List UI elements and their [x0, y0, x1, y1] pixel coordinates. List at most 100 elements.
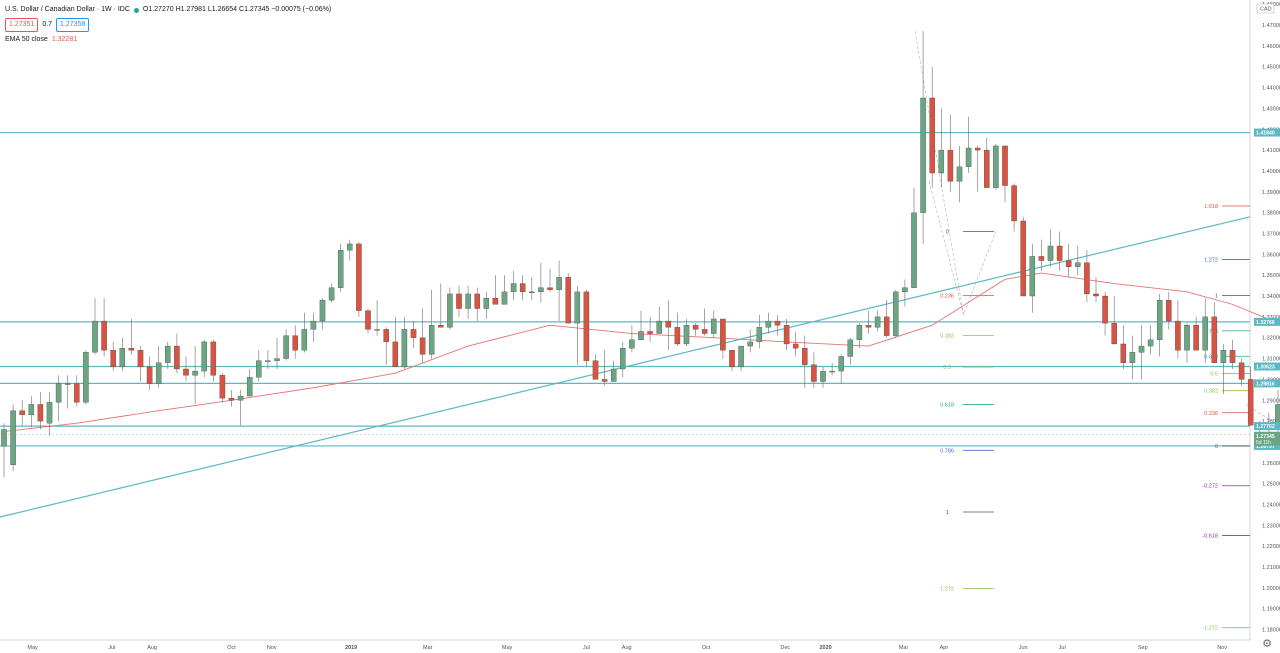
candle	[711, 310, 717, 338]
symbol-title[interactable]: U.S. Dollar / Canadian Dollar · 1W · IDC	[5, 6, 130, 13]
candle-body	[692, 325, 699, 330]
candle-body	[874, 316, 881, 328]
candle-body	[337, 250, 344, 288]
candle	[365, 308, 371, 334]
fib-level-label: 0.236	[940, 293, 954, 299]
candle-body	[301, 329, 308, 351]
candle	[146, 356, 153, 390]
candle	[28, 396, 35, 428]
candle	[483, 291, 490, 319]
candle	[738, 345, 744, 372]
candle-body	[1002, 145, 1008, 186]
candle	[10, 404, 16, 472]
candle	[683, 318, 690, 347]
candle	[1120, 325, 1127, 369]
candle	[319, 298, 326, 330]
currency-badge: CAD	[1256, 3, 1275, 14]
buy-price-button[interactable]: 1.27358	[56, 18, 90, 32]
candle-body	[1102, 295, 1108, 324]
candle-body	[228, 398, 235, 401]
candle	[64, 375, 71, 409]
legend: U.S. Dollar / Canadian Dollar · 1W · IDC…	[5, 4, 331, 48]
candle	[428, 289, 435, 359]
candle-body	[1029, 256, 1036, 297]
candle-body	[1147, 339, 1154, 347]
candle	[19, 400, 25, 426]
candle	[802, 335, 808, 388]
candle	[911, 187, 917, 288]
y-tick-label: 1.22000	[1262, 544, 1280, 550]
candle-body	[765, 320, 772, 328]
candle-body	[701, 329, 708, 334]
candle	[1084, 250, 1090, 303]
x-tick-label: Jul	[583, 645, 590, 651]
fib-level-label: 0.786	[940, 448, 954, 454]
ema-row[interactable]: EMA 50 close 1.32281	[5, 34, 331, 46]
candle	[1002, 145, 1008, 203]
x-tick-label: 2020	[819, 645, 831, 651]
candle	[583, 289, 590, 367]
fib-level-label: 0	[946, 229, 949, 235]
candle	[856, 323, 863, 349]
candle-body	[883, 316, 890, 336]
candle	[401, 316, 408, 369]
candle-body	[565, 277, 571, 324]
fib-level-label: -0.618	[1202, 534, 1218, 540]
x-tick-label: Jul	[108, 645, 115, 651]
x-tick-label: Mar	[899, 645, 909, 651]
candle-body	[146, 366, 153, 384]
candle-body	[447, 293, 453, 328]
candle-body	[665, 320, 672, 328]
fib-level-label: 0.382	[1204, 389, 1218, 395]
candle-body	[1220, 350, 1227, 363]
x-tick-label: May	[502, 645, 513, 651]
candle	[283, 329, 289, 361]
candle	[1229, 339, 1236, 369]
candle	[337, 243, 344, 292]
candle	[1220, 343, 1227, 395]
candle-body	[19, 410, 25, 416]
y-tick-label: 1.31000	[1262, 357, 1280, 363]
candle-body	[984, 149, 990, 188]
candle-body	[620, 347, 626, 370]
x-tick-label: Apr	[940, 645, 949, 651]
candle	[274, 337, 280, 369]
candle	[692, 323, 699, 336]
fib-level-label: 0.786	[1204, 329, 1218, 335]
candle	[747, 329, 753, 353]
candle	[783, 318, 790, 351]
candle	[893, 289, 899, 338]
candle	[656, 306, 662, 334]
candle	[83, 350, 89, 405]
candle-body	[1166, 300, 1172, 322]
candle-body	[392, 341, 399, 368]
candle	[383, 327, 389, 365]
candle-body	[1138, 345, 1145, 353]
candle	[874, 310, 881, 332]
candle-body	[792, 343, 799, 349]
ohlc-values: O1.27270 H1.27981 L1.26654 C1.27345 −0.0…	[142, 6, 332, 13]
candle-body	[1084, 262, 1090, 295]
candle	[929, 66, 935, 188]
candle-body	[256, 360, 262, 378]
candle	[356, 241, 362, 317]
y-tick-label: 1.36000	[1262, 252, 1280, 258]
candle	[1102, 291, 1108, 336]
candle	[1029, 243, 1036, 313]
settings-gear-icon[interactable]: ⚙	[1262, 637, 1272, 650]
candle	[1156, 293, 1163, 357]
candle	[310, 312, 317, 342]
candle-body	[456, 293, 462, 309]
candle-body	[1011, 185, 1017, 222]
candle-body	[183, 368, 189, 376]
market-status-icon	[133, 7, 139, 13]
candle-body	[556, 277, 562, 290]
candle-body	[829, 370, 835, 373]
candle	[1075, 245, 1081, 276]
candle-body	[811, 364, 817, 382]
sell-price-button[interactable]: 1.27351	[5, 18, 39, 32]
candle-body	[820, 370, 826, 382]
candle-body	[37, 404, 44, 422]
candle-body	[1093, 293, 1099, 297]
